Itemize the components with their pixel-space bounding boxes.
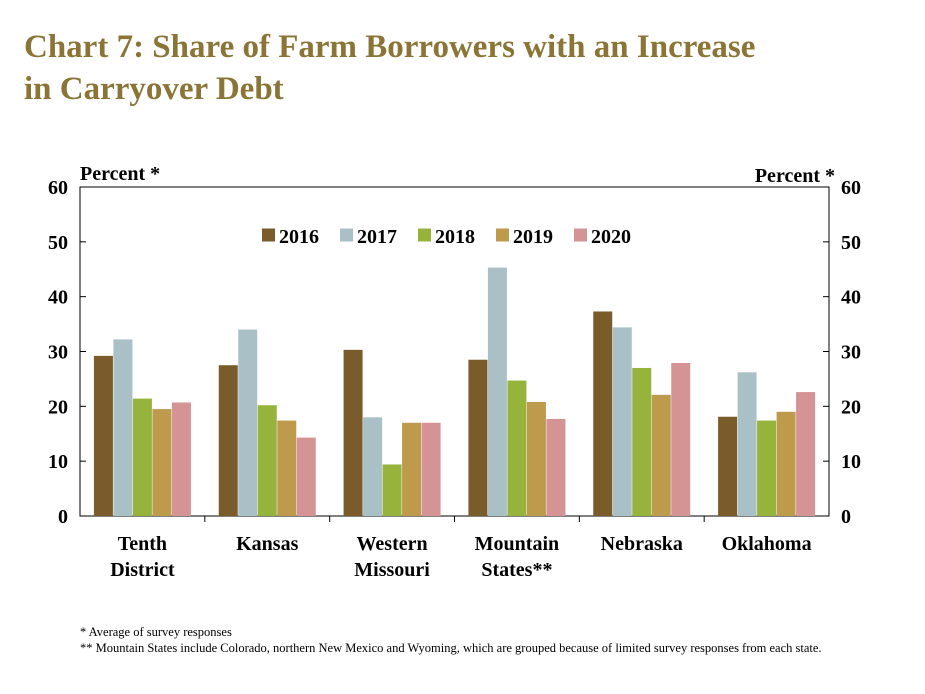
legend-label-2019: 2019 [513, 226, 553, 248]
bar-2016 [718, 416, 738, 516]
bar-2017 [238, 329, 258, 516]
right-y-tick-label: 60 [841, 177, 861, 199]
x-tick-label: Oklahoma [722, 533, 812, 555]
right-y-tick-label: 30 [841, 342, 861, 364]
chart-title-line-2: in Carryover Debt [24, 71, 284, 107]
bar-2018 [382, 464, 402, 516]
right-y-tick-label: 40 [841, 287, 861, 309]
left-y-tick-label: 10 [48, 451, 68, 473]
bar-2016 [343, 349, 363, 516]
footnote-mountain-states: ** Mountain States include Colorado, nor… [80, 641, 822, 655]
bar-2017 [363, 417, 383, 516]
bar-2016 [593, 311, 613, 516]
bar-2020 [421, 422, 441, 516]
legend-swatch-2019 [496, 228, 509, 242]
bar-2020 [296, 437, 316, 516]
bar-2020 [671, 363, 691, 516]
legend-label-2020: 2020 [591, 226, 631, 248]
bar-2016 [93, 355, 113, 516]
x-tick-label: Tenth [118, 533, 167, 555]
bar-2019 [152, 409, 172, 516]
bar-2018 [757, 420, 777, 516]
x-tick-label: States** [481, 559, 552, 581]
right-y-tick-label: 20 [841, 396, 861, 418]
legend-swatch-2018 [418, 228, 431, 242]
bar-2017 [612, 327, 632, 516]
left-y-tick-label: 0 [58, 506, 68, 528]
footnote-average: * Average of survey responses [80, 625, 232, 639]
left-y-tick-label: 30 [48, 342, 68, 364]
bar-2017 [737, 372, 757, 516]
footnotes: * Average of survey responses ** Mountai… [80, 624, 840, 656]
x-tick-label: District [110, 559, 175, 581]
bar-2016 [468, 359, 488, 516]
bar-2020 [796, 392, 816, 516]
legend-swatch-2020 [574, 228, 587, 242]
bar-2017 [487, 267, 507, 516]
bar-2018 [257, 405, 277, 516]
bar-2020 [171, 402, 191, 516]
bar-2019 [402, 422, 422, 516]
left-y-axis-label: Percent * [80, 163, 160, 185]
left-y-tick-label: 60 [48, 177, 68, 199]
x-tick-label: Nebraska [601, 533, 683, 555]
x-tick-label: Mountain [475, 533, 559, 555]
left-y-tick-label: 40 [48, 287, 68, 309]
legend-label-2016: 2016 [279, 226, 319, 248]
right-y-tick-label: 10 [841, 451, 861, 473]
x-tick-label: Missouri [354, 559, 430, 581]
bar-2019 [651, 394, 671, 516]
bar-2019 [277, 420, 297, 516]
right-y-axis-label: Percent * [755, 165, 835, 187]
right-y-tick-label: 0 [841, 506, 851, 528]
bar-2020 [546, 418, 566, 516]
bar-2019 [526, 401, 546, 516]
bar-2017 [113, 339, 133, 516]
bar-2019 [776, 411, 796, 516]
bar-2018 [632, 367, 652, 516]
bar-2018 [507, 380, 527, 516]
legend-label-2018: 2018 [435, 226, 475, 248]
left-y-tick-label: 50 [48, 232, 68, 254]
legend-swatch-2017 [340, 228, 353, 242]
bar-2018 [132, 398, 152, 516]
chart-title-line-1: Chart 7: Share of Farm Borrowers with an… [24, 29, 756, 65]
right-y-tick-label: 50 [841, 232, 861, 254]
legend-label-2017: 2017 [357, 226, 397, 248]
legend-swatch-2016 [262, 228, 275, 242]
x-tick-label: Western [357, 533, 428, 555]
bar-2016 [218, 365, 238, 516]
left-y-tick-label: 20 [48, 396, 68, 418]
chart-title: Chart 7: Share of Farm Borrowers with an… [24, 26, 904, 110]
x-tick-label: Kansas [236, 533, 298, 555]
